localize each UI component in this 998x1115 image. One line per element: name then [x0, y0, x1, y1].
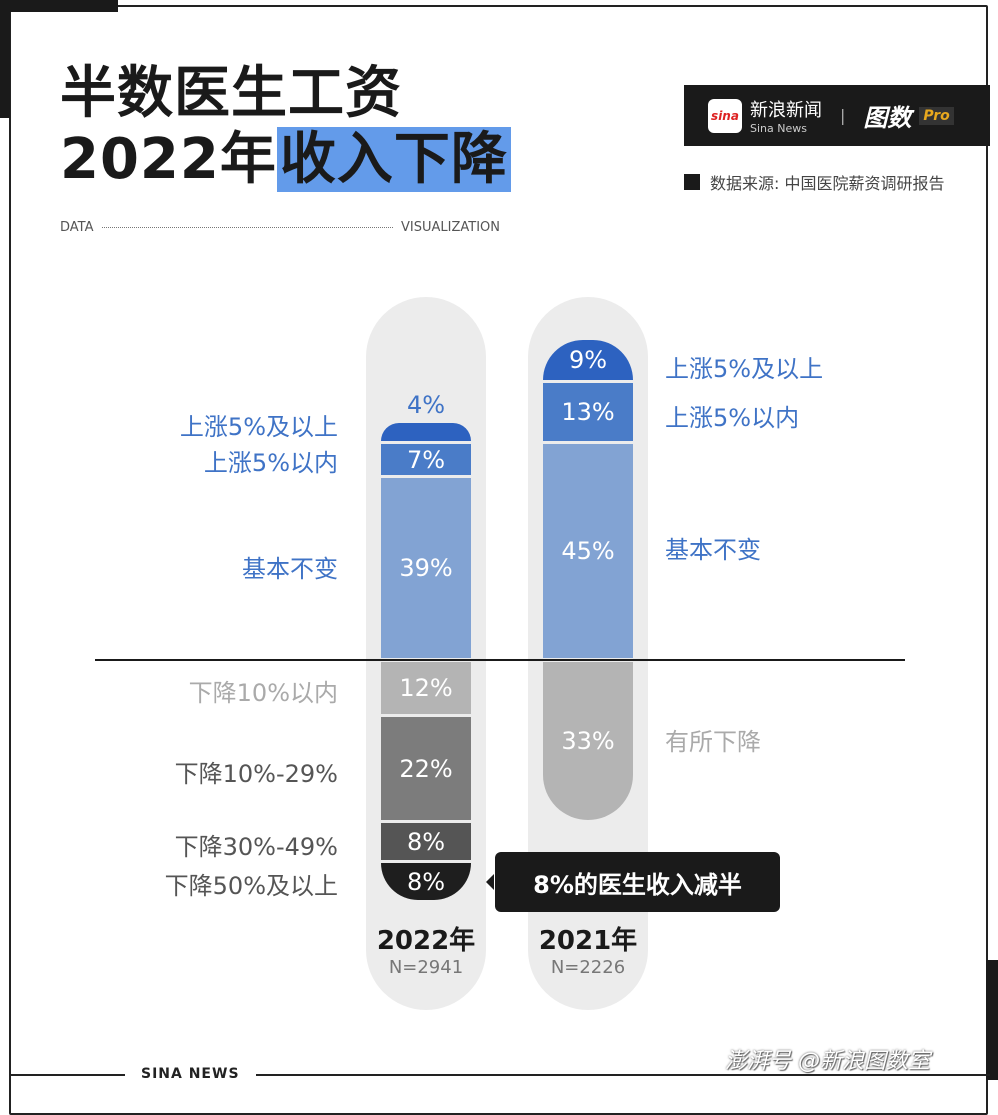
- bar-segment: 22%: [381, 717, 471, 820]
- bar-segment: 12%: [381, 662, 471, 714]
- source-text: 数据来源: 中国医院薪资调研报告: [710, 174, 945, 193]
- product-logo: 图数: [863, 104, 912, 132]
- title-line1: 半数医生工资: [60, 61, 402, 126]
- bar-segment: 8%: [381, 823, 471, 860]
- sample-size: N=2941: [388, 957, 464, 978]
- product-tag: Pro: [919, 106, 954, 125]
- value-label: 7%: [406, 445, 446, 474]
- data-source: 数据来源: 中国医院薪资调研报告: [684, 170, 944, 194]
- value-label: 39%: [399, 554, 453, 582]
- tagline: DATA VISUALIZATION: [60, 220, 500, 235]
- value-label: 22%: [399, 754, 453, 783]
- watermark: 澎湃号 @新浪图数室: [725, 1049, 930, 1074]
- category-label: 上涨5%及以上: [665, 355, 824, 383]
- value-label: 8%: [406, 867, 446, 896]
- brand-name-cn: 新浪新闻: [750, 100, 822, 121]
- annotation-callout: 8%的医生收入减半: [486, 852, 780, 912]
- bar-segment: 39%: [381, 478, 471, 658]
- tagline-right: VISUALIZATION: [401, 220, 500, 235]
- title-highlight: 收入下降: [276, 127, 511, 192]
- category-label: 基本不变: [665, 536, 761, 564]
- bar-segment: 4%: [381, 391, 471, 441]
- title-plain: 2022年: [60, 127, 277, 192]
- year-label: 2022年: [376, 926, 476, 956]
- sample-size: N=2226: [550, 957, 626, 978]
- value-label: 4%: [406, 391, 446, 419]
- title-line2: 2022年收入下降: [60, 127, 511, 192]
- bar-segment: 45%: [543, 444, 633, 658]
- value-label: 12%: [399, 674, 453, 702]
- dotted-divider: [101, 227, 393, 228]
- bar-segment: 13%: [543, 383, 633, 441]
- brand-name: 新浪新闻 Sina News: [750, 96, 822, 135]
- category-label: 下降10%-29%: [174, 760, 338, 788]
- sina-logo-icon: sina: [708, 98, 742, 133]
- value-label: 9%: [568, 346, 608, 374]
- category-label: 基本不变: [242, 555, 338, 583]
- category-label: 下降30%-49%: [174, 833, 338, 861]
- category-label: 上涨5%以内: [665, 404, 800, 432]
- category-label: 有所下降: [665, 728, 761, 756]
- corner-decoration: [0, 0, 118, 12]
- bar-segment: 33%: [543, 662, 633, 820]
- category-label: 下降50%及以上: [164, 872, 338, 900]
- footer-line: [10, 1074, 990, 1076]
- value-label: 45%: [561, 537, 615, 565]
- corner-decoration: [986, 960, 998, 1080]
- square-icon: [684, 174, 700, 190]
- footer-brand: SINA NEWS: [125, 1066, 256, 1082]
- category-label: 上涨5%以内: [203, 449, 338, 477]
- category-label: 下降10%以内: [188, 679, 338, 707]
- year-label: 2021年: [538, 926, 638, 956]
- zero-line: [95, 659, 905, 661]
- bar-segment: 7%: [381, 444, 471, 475]
- value-label: 8%: [406, 827, 446, 856]
- brand-logo: sina 新浪新闻 Sina News | 图数 Pro: [684, 85, 990, 146]
- category-label: 上涨5%及以上: [179, 413, 338, 441]
- brand-name-en: Sina News: [750, 122, 807, 135]
- corner-decoration: [0, 0, 10, 118]
- value-label: 33%: [561, 727, 615, 755]
- tagline-left: DATA: [60, 220, 94, 235]
- value-label: 13%: [561, 398, 615, 426]
